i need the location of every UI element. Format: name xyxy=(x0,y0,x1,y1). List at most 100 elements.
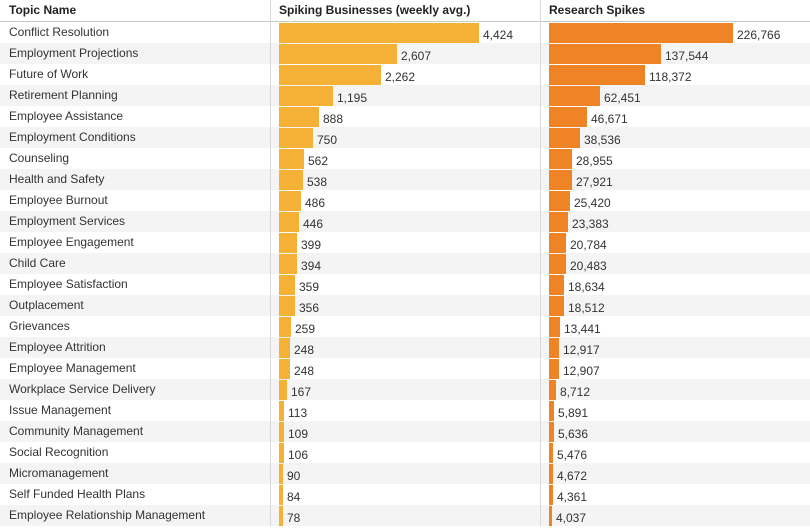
table-row[interactable]: Employee Engagement 399 20,784 xyxy=(0,232,810,253)
research-value-label: 27,921 xyxy=(576,175,613,189)
table-row[interactable]: Employment Services 446 23,383 xyxy=(0,211,810,232)
research-value-label: 4,037 xyxy=(556,511,587,525)
table-row[interactable]: Self Funded Health Plans 84 4,361 xyxy=(0,484,810,505)
business-bar[interactable] xyxy=(279,359,290,379)
research-bar[interactable] xyxy=(549,44,661,64)
research-value-label: 5,636 xyxy=(558,427,589,441)
research-bar[interactable] xyxy=(549,422,554,442)
business-value-label: 84 xyxy=(287,490,301,504)
business-bar[interactable] xyxy=(279,65,381,85)
topic-name: Issue Management xyxy=(9,403,112,417)
business-bar[interactable] xyxy=(279,107,319,127)
research-bar[interactable] xyxy=(549,506,552,526)
research-bar[interactable] xyxy=(549,86,600,106)
table-row[interactable]: Counseling 562 28,955 xyxy=(0,148,810,169)
topic-name: Counseling xyxy=(9,151,70,165)
research-value-label: 5,891 xyxy=(558,406,589,420)
business-bar[interactable] xyxy=(279,212,299,232)
business-value-label: 562 xyxy=(308,154,329,168)
topic-name: Employee Assistance xyxy=(9,109,124,123)
research-bar[interactable] xyxy=(549,464,553,484)
business-bar[interactable] xyxy=(279,338,290,358)
research-bar[interactable] xyxy=(549,23,733,43)
table-row[interactable]: Workplace Service Delivery 167 8,712 xyxy=(0,379,810,400)
business-bar[interactable] xyxy=(279,86,333,106)
topic-name: Child Care xyxy=(9,256,66,270)
business-bar[interactable] xyxy=(279,296,295,316)
research-bar[interactable] xyxy=(549,170,572,190)
business-value-label: 109 xyxy=(288,427,309,441)
table-row[interactable]: Employee Burnout 486 25,420 xyxy=(0,190,810,211)
table-row[interactable]: Community Management 109 5,636 xyxy=(0,421,810,442)
business-bar[interactable] xyxy=(279,443,284,463)
research-value-label: 226,766 xyxy=(737,28,781,42)
table-row[interactable]: Employee Management 248 12,907 xyxy=(0,358,810,379)
research-value-label: 137,544 xyxy=(665,49,709,63)
business-bar[interactable] xyxy=(279,380,287,400)
table-row[interactable]: Future of Work 2,262 118,372 xyxy=(0,64,810,85)
research-bar[interactable] xyxy=(549,149,572,169)
table-row[interactable]: Outplacement 356 18,512 xyxy=(0,295,810,316)
table-row[interactable]: Employment Projections 2,607 137,544 xyxy=(0,43,810,64)
business-value-label: 90 xyxy=(287,469,301,483)
business-bar[interactable] xyxy=(279,233,297,253)
research-bar[interactable] xyxy=(549,485,553,505)
research-bar[interactable] xyxy=(549,359,559,379)
research-bar[interactable] xyxy=(549,317,560,337)
research-bar[interactable] xyxy=(549,191,570,211)
business-bar[interactable] xyxy=(279,464,283,484)
topic-name: Employee Engagement xyxy=(9,235,134,249)
research-bar[interactable] xyxy=(549,65,645,85)
research-bar[interactable] xyxy=(549,275,564,295)
column-divider-research xyxy=(540,0,541,526)
table-row[interactable]: Social Recognition 106 5,476 xyxy=(0,442,810,463)
business-value-label: 248 xyxy=(294,364,315,378)
table-row[interactable]: Retirement Planning 1,195 62,451 xyxy=(0,85,810,106)
table-row[interactable]: Health and Safety 538 27,921 xyxy=(0,169,810,190)
research-bar[interactable] xyxy=(549,254,566,274)
research-bar[interactable] xyxy=(549,401,554,421)
table-row[interactable]: Conflict Resolution 4,424 226,766 xyxy=(0,22,810,43)
business-bar[interactable] xyxy=(279,170,303,190)
business-value-label: 248 xyxy=(294,343,315,357)
business-bar[interactable] xyxy=(279,44,397,64)
business-bar[interactable] xyxy=(279,401,284,421)
business-bar[interactable] xyxy=(279,254,297,274)
table-row[interactable]: Employee Satisfaction 359 18,634 xyxy=(0,274,810,295)
business-bar[interactable] xyxy=(279,191,301,211)
table-row[interactable]: Grievances 259 13,441 xyxy=(0,316,810,337)
spiking-businesses-header[interactable]: Spiking Businesses (weekly avg.) xyxy=(279,3,471,17)
research-bar[interactable] xyxy=(549,107,587,127)
research-bar[interactable] xyxy=(549,212,568,232)
table-row[interactable]: Employment Conditions 750 38,536 xyxy=(0,127,810,148)
business-bar[interactable] xyxy=(279,317,291,337)
topic-name-header[interactable]: Topic Name xyxy=(9,3,77,17)
research-bar[interactable] xyxy=(549,128,580,148)
research-bar[interactable] xyxy=(549,338,559,358)
table-row[interactable]: Issue Management 113 5,891 xyxy=(0,400,810,421)
table-row[interactable]: Child Care 394 20,483 xyxy=(0,253,810,274)
research-bar[interactable] xyxy=(549,443,553,463)
table-row[interactable]: Employee Attrition 248 12,917 xyxy=(0,337,810,358)
research-bar[interactable] xyxy=(549,233,566,253)
business-bar[interactable] xyxy=(279,275,295,295)
column-divider-business xyxy=(270,0,271,526)
business-value-label: 113 xyxy=(288,406,308,420)
business-value-label: 486 xyxy=(305,196,326,210)
table-row[interactable]: Employee Relationship Management 78 4,037 xyxy=(0,505,810,526)
research-bar[interactable] xyxy=(549,380,556,400)
business-bar[interactable] xyxy=(279,23,479,43)
research-spikes-header[interactable]: Research Spikes xyxy=(549,3,646,17)
table-row[interactable]: Micromanagement 90 4,672 xyxy=(0,463,810,484)
business-bar[interactable] xyxy=(279,485,283,505)
table-row[interactable]: Employee Assistance 888 46,671 xyxy=(0,106,810,127)
business-bar[interactable] xyxy=(279,149,304,169)
research-value-label: 46,671 xyxy=(591,112,628,126)
research-bar[interactable] xyxy=(549,296,564,316)
research-value-label: 18,512 xyxy=(568,301,605,315)
business-bar[interactable] xyxy=(279,422,284,442)
business-bar[interactable] xyxy=(279,506,283,526)
business-bar[interactable] xyxy=(279,128,313,148)
research-value-label: 4,672 xyxy=(557,469,588,483)
